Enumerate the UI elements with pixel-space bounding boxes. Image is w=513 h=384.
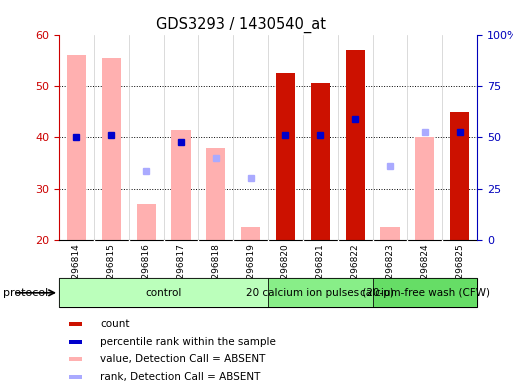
Text: calcium-free wash (CFW): calcium-free wash (CFW) bbox=[360, 288, 490, 298]
Bar bbox=[102, 58, 121, 240]
Text: GDS3293 / 1430540_at: GDS3293 / 1430540_at bbox=[156, 17, 326, 33]
Bar bbox=[241, 227, 260, 240]
Bar bbox=[346, 50, 365, 240]
Bar bbox=[276, 73, 295, 240]
Text: GSM296821: GSM296821 bbox=[316, 243, 325, 298]
Text: GSM296819: GSM296819 bbox=[246, 243, 255, 298]
Bar bbox=[206, 147, 225, 240]
Bar bbox=[171, 129, 190, 240]
Bar bbox=[69, 375, 83, 379]
Text: GSM296825: GSM296825 bbox=[455, 243, 464, 298]
Bar bbox=[338, 35, 372, 240]
Text: control: control bbox=[145, 288, 182, 298]
Text: count: count bbox=[101, 319, 130, 329]
Bar bbox=[303, 35, 338, 240]
Bar bbox=[311, 83, 330, 240]
Bar bbox=[233, 35, 268, 240]
Bar bbox=[372, 278, 477, 307]
Bar bbox=[415, 137, 435, 240]
Text: GSM296815: GSM296815 bbox=[107, 243, 116, 298]
Bar bbox=[94, 35, 129, 240]
Text: GSM296816: GSM296816 bbox=[142, 243, 151, 298]
Text: protocol: protocol bbox=[3, 288, 48, 298]
Text: GSM296822: GSM296822 bbox=[351, 243, 360, 298]
Bar bbox=[59, 278, 268, 307]
Text: percentile rank within the sample: percentile rank within the sample bbox=[101, 337, 276, 347]
Bar bbox=[69, 340, 83, 344]
Bar bbox=[450, 112, 469, 240]
Bar bbox=[268, 35, 303, 240]
Text: rank, Detection Call = ABSENT: rank, Detection Call = ABSENT bbox=[101, 372, 261, 382]
Text: value, Detection Call = ABSENT: value, Detection Call = ABSENT bbox=[101, 354, 266, 364]
Bar bbox=[164, 35, 199, 240]
Bar bbox=[59, 35, 94, 240]
Text: GSM296817: GSM296817 bbox=[176, 243, 185, 298]
Bar bbox=[69, 357, 83, 361]
Bar bbox=[372, 35, 407, 240]
Text: GSM296818: GSM296818 bbox=[211, 243, 220, 298]
Text: GSM296823: GSM296823 bbox=[385, 243, 394, 298]
Bar bbox=[407, 35, 442, 240]
Bar bbox=[69, 322, 83, 326]
Bar bbox=[129, 35, 164, 240]
Text: GSM296824: GSM296824 bbox=[420, 243, 429, 298]
Bar bbox=[199, 35, 233, 240]
Bar bbox=[136, 204, 155, 240]
Text: 20 calcium ion pulses (20-p): 20 calcium ion pulses (20-p) bbox=[246, 288, 394, 298]
Text: GSM296820: GSM296820 bbox=[281, 243, 290, 298]
Bar bbox=[268, 278, 372, 307]
Text: GSM296814: GSM296814 bbox=[72, 243, 81, 298]
Bar bbox=[67, 55, 86, 240]
Bar bbox=[442, 35, 477, 240]
Bar bbox=[381, 227, 400, 240]
